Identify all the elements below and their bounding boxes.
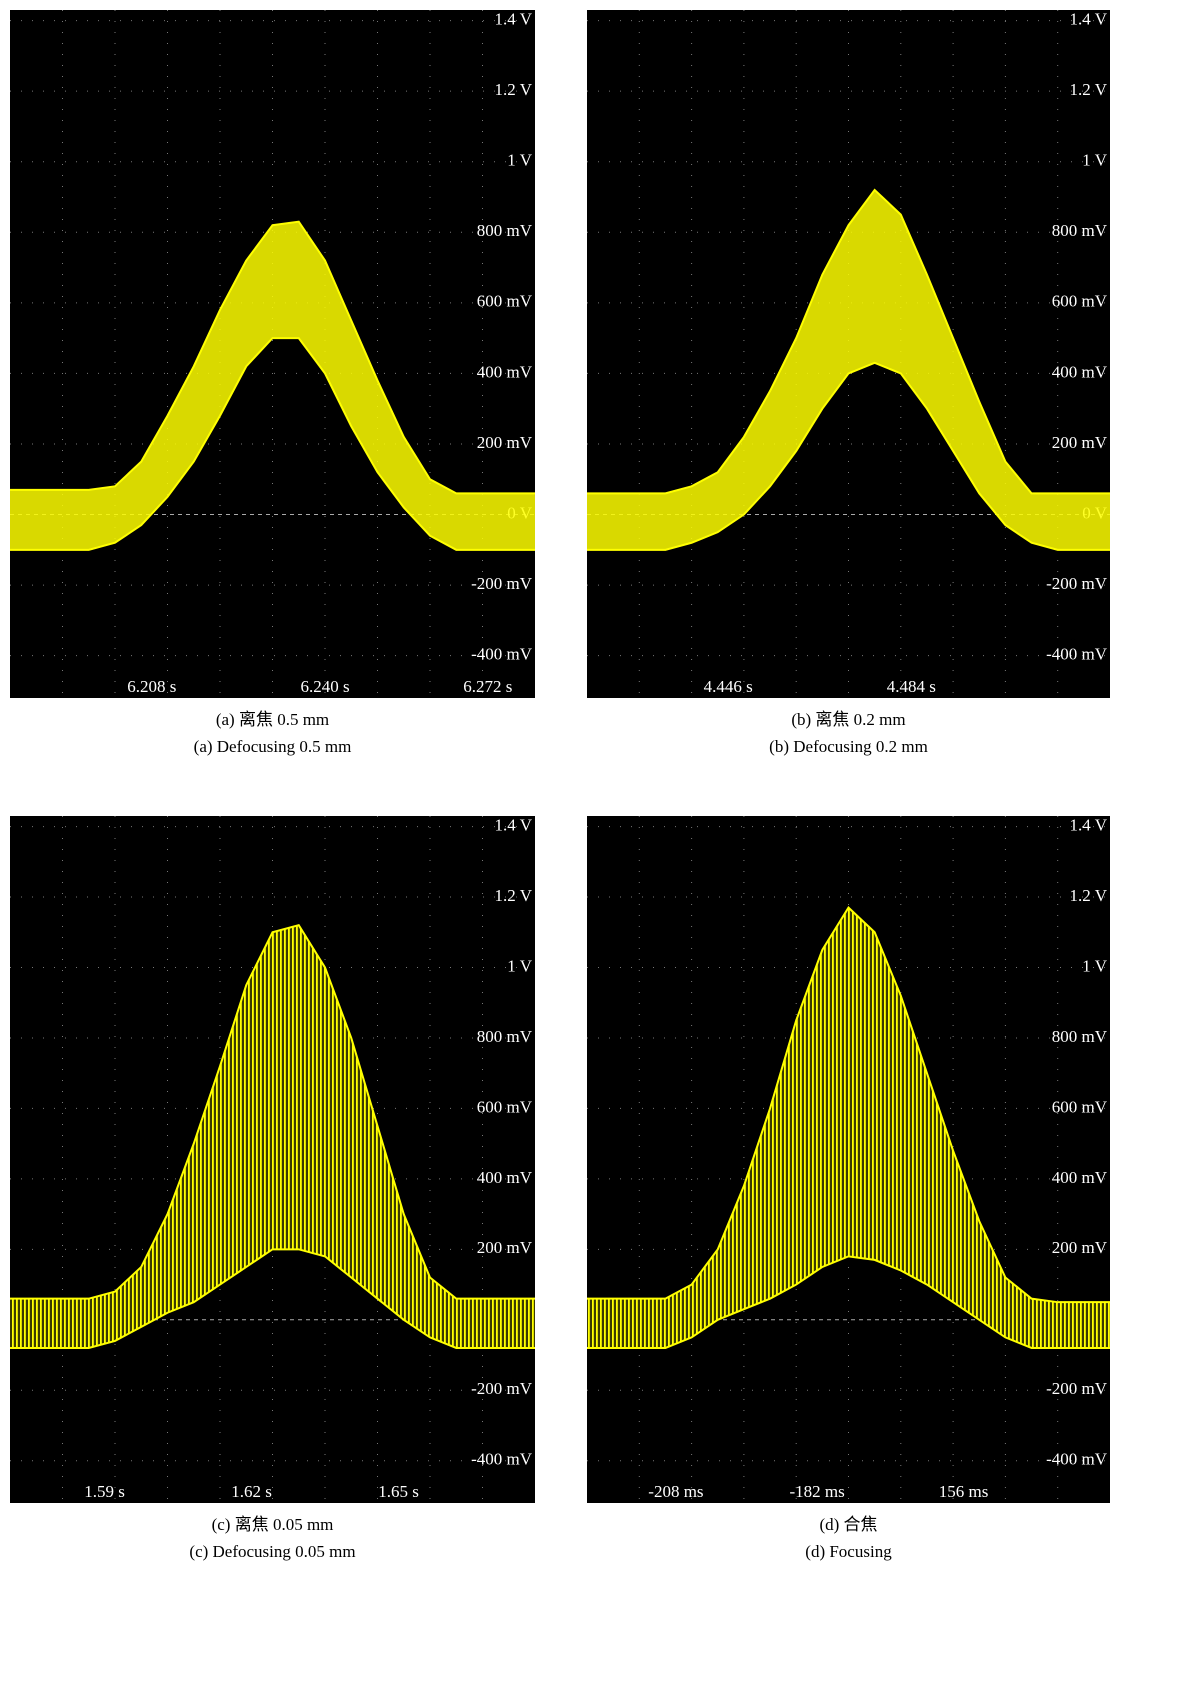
x-tick-label: 1.65 s <box>378 1482 419 1501</box>
caption-zh: (c) 离焦 0.05 mm <box>212 1515 334 1534</box>
x-tick-label: 6.240 s <box>300 677 349 696</box>
y-tick-label: 600 mV <box>477 292 533 311</box>
x-tick-label: -182 ms <box>789 1482 844 1501</box>
caption-en: (d) Focusing <box>805 1542 892 1561</box>
y-tick-label: 1.2 V <box>495 80 533 99</box>
y-tick-label: 1.2 V <box>1070 80 1108 99</box>
caption-zh: (b) 离焦 0.2 mm <box>791 710 905 729</box>
x-tick-label: 1.59 s <box>84 1482 125 1501</box>
x-tick-label: 1.62 s <box>231 1482 272 1501</box>
y-tick-label: 1.2 V <box>495 886 533 905</box>
scope-screen <box>10 10 535 698</box>
x-tick-label: 6.272 s <box>463 677 512 696</box>
y-tick-label: 1 V <box>507 956 532 975</box>
x-tick-label: 4.446 s <box>704 677 753 696</box>
y-tick-label: 200 mV <box>477 433 533 452</box>
caption-zh: (d) 合焦 <box>819 1515 877 1534</box>
y-tick-label: 200 mV <box>477 1238 533 1257</box>
y-tick-label: 1 V <box>507 151 532 170</box>
y-tick-label: -400 mV <box>1046 645 1108 664</box>
x-tick-label: 6.208 s <box>127 677 176 696</box>
y-tick-label: -200 mV <box>1046 1379 1108 1398</box>
y-tick-label: -400 mV <box>471 1450 533 1469</box>
y-tick-label: 600 mV <box>1052 292 1108 311</box>
y-tick-label: 400 mV <box>1052 362 1108 381</box>
page: -400 mV-200 mV0 V200 mV400 mV600 mV800 m… <box>0 0 1200 1694</box>
y-tick-label: 800 mV <box>1052 1027 1108 1046</box>
caption-en: (b) Defocusing 0.2 mm <box>769 737 928 756</box>
caption-en: (c) Defocusing 0.05 mm <box>189 1542 355 1561</box>
y-tick-label: 1.4 V <box>1070 9 1108 28</box>
y-tick-label: 1 V <box>1082 151 1107 170</box>
y-tick-label: 1.4 V <box>495 9 533 28</box>
y-tick-label: -200 mV <box>471 1379 533 1398</box>
y-tick-label: 1.2 V <box>1070 886 1108 905</box>
y-tick-label: 800 mV <box>477 1027 533 1046</box>
y-tick-label: -400 mV <box>471 645 533 664</box>
y-tick-label: 400 mV <box>1052 1168 1108 1187</box>
y-tick-label: 1.4 V <box>495 815 533 834</box>
y-tick-label: 1 V <box>1082 956 1107 975</box>
x-tick-label: 156 ms <box>939 1482 989 1501</box>
y-tick-label: 800 mV <box>1052 221 1108 240</box>
y-tick-label: 600 mV <box>1052 1097 1108 1116</box>
y-tick-label: 400 mV <box>477 362 533 381</box>
x-tick-label: 4.484 s <box>887 677 936 696</box>
y-tick-label: -200 mV <box>471 574 533 593</box>
y-tick-label: 200 mV <box>1052 1238 1108 1257</box>
y-tick-label: 200 mV <box>1052 433 1108 452</box>
y-tick-label: -200 mV <box>1046 574 1108 593</box>
y-tick-label: 1.4 V <box>1070 815 1108 834</box>
caption-zh: (a) 离焦 0.5 mm <box>216 710 329 729</box>
y-tick-label: -400 mV <box>1046 1450 1108 1469</box>
y-tick-label: 400 mV <box>477 1168 533 1187</box>
y-tick-label: 600 mV <box>477 1097 533 1116</box>
y-tick-label: 800 mV <box>477 221 533 240</box>
caption-en: (a) Defocusing 0.5 mm <box>194 737 352 756</box>
figure: -400 mV-200 mV0 V200 mV400 mV600 mV800 m… <box>0 0 1200 1694</box>
x-tick-label: -208 ms <box>648 1482 703 1501</box>
